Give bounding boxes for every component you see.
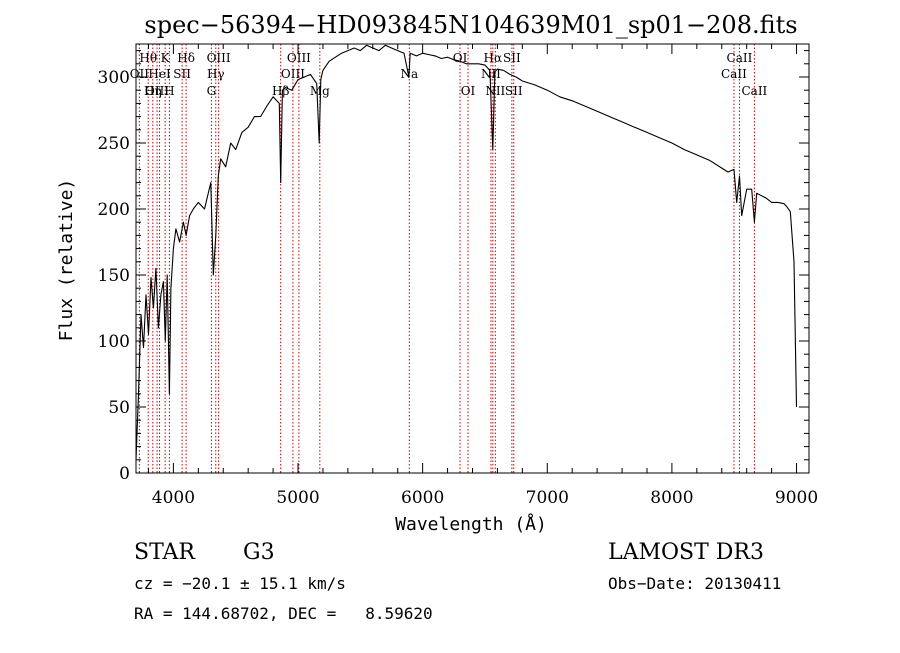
spectral-line-label: OIII — [207, 51, 231, 65]
y-tick-label: 300 — [98, 68, 130, 88]
x-tick-label: 6000 — [401, 488, 444, 508]
plot-frame — [135, 43, 810, 474]
spectral-line-label: Hβ — [272, 84, 289, 98]
spectral-line-label: H — [164, 84, 174, 98]
spectral-line-label: OIII — [287, 51, 311, 65]
spectrum-series-line — [135, 44, 798, 460]
object-class: STAR — [134, 540, 195, 565]
object-subclass: G3 — [243, 540, 275, 565]
spectral-line-label: Hη — [144, 84, 162, 98]
spectral-line-label: CaII — [727, 51, 753, 65]
observation-date: Obs−Date: 20130411 — [608, 574, 782, 593]
spectral-line-label: OIII — [145, 84, 169, 98]
spectral-line-label: Hα — [484, 51, 503, 65]
spectral-line-label: Hθ — [139, 51, 157, 65]
spectral-line-label: K — [161, 51, 171, 65]
y-tick-label: 250 — [98, 134, 130, 154]
x-tick-label: 4000 — [152, 488, 195, 508]
spectral-line-label: Hγ — [207, 67, 225, 81]
x-axis: 4000 5000 6000 7000 8000 9000 — [147, 44, 818, 508]
spectral-line-label: G — [207, 84, 217, 98]
y-tick-label: 150 — [98, 266, 130, 286]
spectral-line-label: Hδ — [177, 51, 195, 65]
spectral-line-label: SII — [173, 67, 191, 81]
y-tick-label: 50 — [108, 398, 130, 418]
x-tick-label: 5000 — [276, 488, 319, 508]
redshift-cz: cz = −20.1 ± 15.1 km/s — [134, 574, 346, 593]
spectral-line-label: OIII — [281, 67, 305, 81]
y-tick-label: 0 — [119, 464, 130, 484]
x-tick-label: 7000 — [526, 488, 569, 508]
spectral-line-label: SII — [503, 51, 521, 65]
spectral-line-label: CaII — [721, 67, 747, 81]
x-tick-label: 9000 — [775, 488, 818, 508]
chart-title: spec−56394−HD093845N104639M01_sp01−208.f… — [144, 11, 797, 39]
spectral-line-label: SII — [505, 84, 523, 98]
y-axis: 0 50 100 150 200 250 300 — [98, 50, 809, 484]
spectral-line-label: OII — [130, 67, 150, 81]
ra-dec-coordinates: RA = 144.68702, DEC = 8.59620 — [134, 604, 433, 623]
spectral-line-label: NII — [485, 84, 505, 98]
spectral-line-label: CaII — [741, 84, 767, 98]
y-tick-label: 100 — [98, 332, 130, 352]
spectral-line-markers — [138, 44, 755, 473]
spectral-line-label: OI — [461, 84, 476, 98]
spectral-line-label: HeI — [148, 67, 171, 81]
x-axis-label: Wavelength (Å) — [395, 513, 547, 535]
x-tick-label: 8000 — [650, 488, 693, 508]
survey-name: LAMOST DR3 — [608, 540, 764, 565]
y-axis-label: Flux (relative) — [56, 179, 77, 342]
y-tick-label: 200 — [98, 200, 130, 220]
spectral-line-label: OI — [453, 51, 468, 65]
